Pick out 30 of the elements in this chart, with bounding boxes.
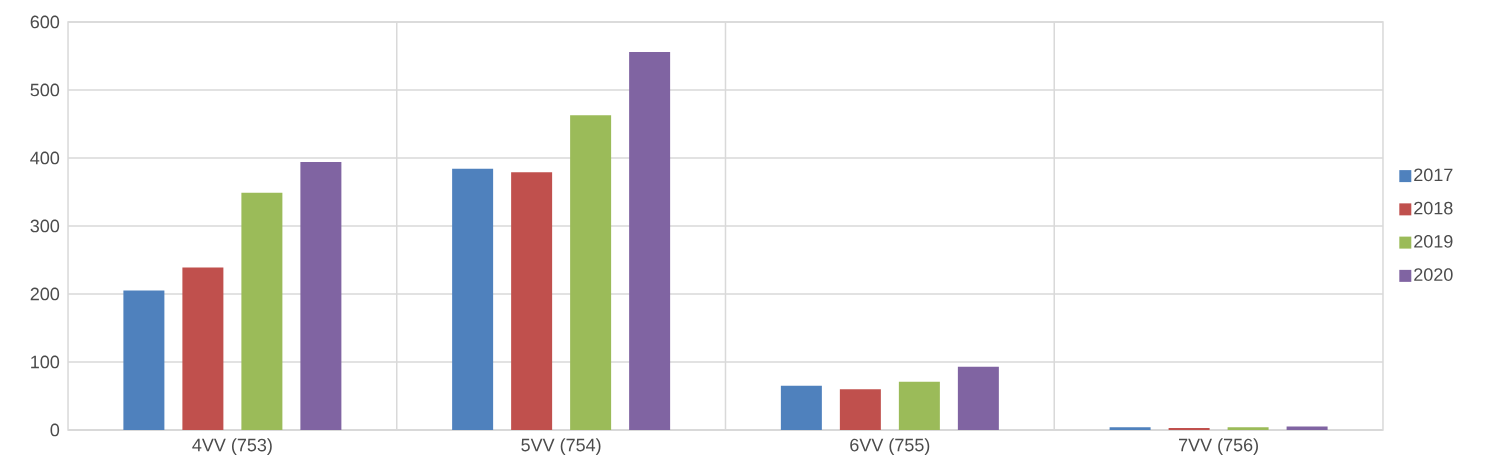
legend-label: 2018 <box>1414 201 1453 215</box>
bar <box>123 290 165 430</box>
bar <box>452 168 494 430</box>
bar <box>241 192 283 430</box>
legend-label: 2020 <box>1414 268 1453 281</box>
x-tick-label: 5VV (754) <box>521 438 601 455</box>
bar <box>898 381 940 430</box>
legend-label: 2017 <box>1414 168 1453 182</box>
bar <box>1168 427 1210 430</box>
x-tick-label: 6VV (755) <box>850 438 930 455</box>
bar <box>1227 427 1269 430</box>
bar <box>839 389 881 430</box>
bar <box>780 385 822 430</box>
y-tick-label: 200 <box>30 287 60 301</box>
y-tick-label: 500 <box>30 83 60 97</box>
bar <box>629 51 671 430</box>
bar <box>300 162 342 430</box>
bar <box>182 267 224 430</box>
y-tick-label: 400 <box>30 151 60 165</box>
bar <box>511 172 553 430</box>
bar <box>1109 427 1151 430</box>
x-tick-label: 4VV (753) <box>192 438 272 455</box>
y-tick-label: 0 <box>50 423 60 437</box>
y-tick-label: 300 <box>30 219 60 233</box>
legend-label: 2019 <box>1414 234 1453 248</box>
y-tick-label: 600 <box>30 15 60 29</box>
y-tick-label: 100 <box>31 355 60 369</box>
bar <box>570 115 612 430</box>
bar <box>957 366 999 430</box>
x-tick-label: 7VV (756) <box>1179 438 1258 455</box>
